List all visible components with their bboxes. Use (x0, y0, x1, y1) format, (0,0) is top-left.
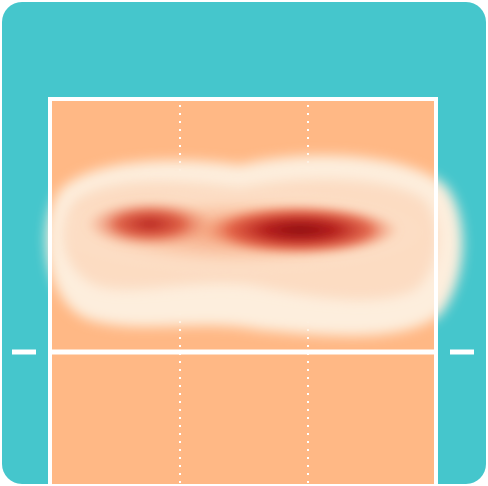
heatmap (46, 155, 463, 336)
heat-hot (200, 204, 400, 256)
court-border (48, 97, 438, 484)
heat-hot (85, 200, 215, 248)
